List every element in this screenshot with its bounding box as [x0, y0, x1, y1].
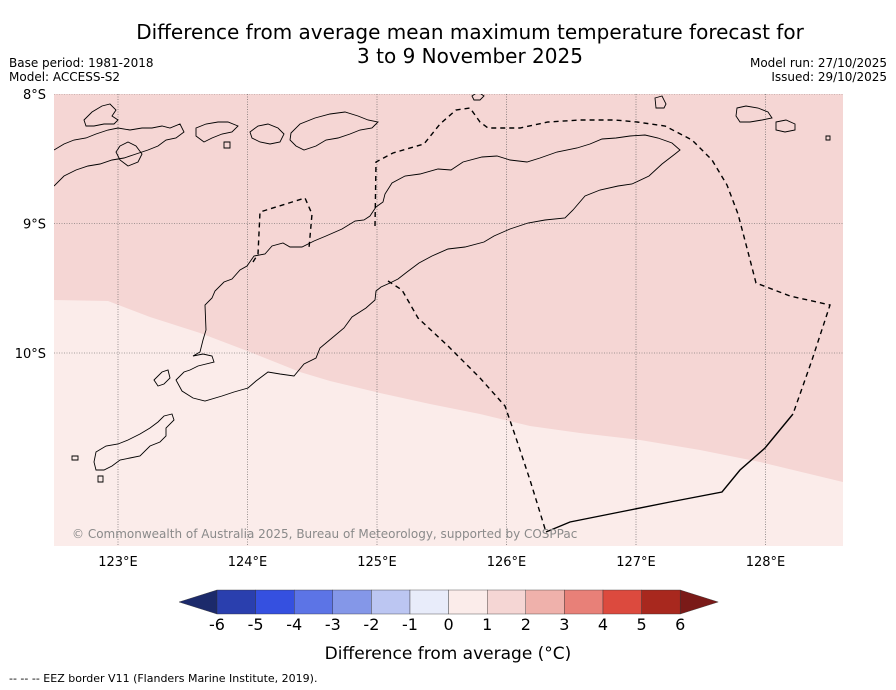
- lon-tick-label: 123°E: [98, 555, 138, 570]
- colorbar-cell: [216, 589, 256, 615]
- colorbar-label: Difference from average (°C): [325, 644, 572, 664]
- coast-alor-island: [289, 111, 379, 151]
- meta-right: Model run: 27/10/2025 Issued: 29/10/2025: [750, 56, 887, 84]
- colorbar-cell: [525, 589, 565, 615]
- colorbar-tick-label: 2: [521, 615, 531, 634]
- colorbar-tick-label: 0: [444, 615, 454, 634]
- coast-atauro: [654, 95, 667, 109]
- coast-north-islet: [471, 94, 485, 101]
- lon-tick-label: 126°E: [487, 555, 527, 570]
- coast-lembata: [195, 121, 239, 143]
- zone-anomaly-0-to-1: [54, 300, 843, 546]
- longitude-labels: 123°E 124°E 125°E 126°E 127°E 128°E: [98, 555, 785, 570]
- colorbar-cell: [409, 589, 449, 615]
- lon-tick-label: 124°E: [228, 555, 268, 570]
- colorbar-tick-label: -5: [248, 615, 264, 634]
- model-run: Model run: 27/10/2025: [749, 56, 887, 70]
- coast-east-islet: [825, 135, 831, 141]
- lon-tick-label: 128°E: [746, 555, 786, 570]
- coast-small-islet-3: [223, 141, 231, 149]
- colorbar-cell: [487, 589, 527, 615]
- colorbar-cell: [294, 589, 334, 615]
- eez-border-timor-north: [374, 107, 831, 415]
- lat-tick-label: 9°S: [23, 218, 46, 233]
- coast-rote-islet: [153, 369, 171, 387]
- coast-sumba: [93, 413, 175, 471]
- coast-solor: [83, 103, 119, 127]
- coast-timor-island: [175, 134, 681, 402]
- colorbar-under-arrow: [178, 589, 218, 615]
- lat-tick-label: 10°S: [15, 347, 46, 362]
- meta-left: Base period: 1981-2018 Model: ACCESS-S2: [9, 56, 154, 84]
- colorbar-cell: [564, 589, 604, 615]
- gridlines: [54, 94, 843, 546]
- issued-date: Issued: 29/10/2025: [771, 70, 887, 84]
- eez-legend-note: -- -- -- EEZ border V11 (Flanders Marine…: [9, 672, 318, 685]
- colorbar-cell: [332, 589, 372, 615]
- colorbar-tick-label: -3: [325, 615, 341, 634]
- copyright-notice: © Commonwealth of Australia 2025, Bureau…: [72, 527, 577, 541]
- eez-borders: [252, 107, 831, 533]
- eez-border-south-solid: [545, 413, 794, 533]
- eez-border-timor-south: [387, 280, 547, 533]
- colorbar-over-arrow: [680, 589, 719, 615]
- coast-pantar-island: [249, 123, 285, 145]
- colorbar-tick-label: 6: [675, 615, 685, 634]
- coast-adonara: [115, 141, 143, 167]
- lon-tick-label: 127°E: [616, 555, 656, 570]
- colorbar-tick-labels: -6 -5 -4 -3 -2 -1 0 1 2 3 4 5 6: [209, 615, 685, 634]
- model-name: Model: ACCESS-S2: [9, 70, 121, 84]
- map-area: © Commonwealth of Australia 2025, Bureau…: [54, 94, 843, 546]
- title-line-2: 3 to 9 November 2025: [357, 44, 583, 68]
- eez-border-oecusse: [252, 197, 313, 263]
- colorbar-tick-label: -2: [363, 615, 379, 634]
- coast-wetar: [735, 105, 773, 123]
- colorbar-tick-label: 1: [482, 615, 492, 634]
- base-period: Base period: 1981-2018: [9, 56, 154, 70]
- colorbar-tick-label: -4: [286, 615, 302, 634]
- colorbar-cell: [602, 589, 642, 615]
- colorbar-tick-label: 3: [559, 615, 569, 634]
- coast-flores: [54, 123, 185, 187]
- colorbar-tick-label: 5: [637, 615, 647, 634]
- coast-small-islet-1: [71, 455, 79, 461]
- colorbar-cells: [216, 589, 681, 615]
- colorbar-cell: [448, 589, 488, 615]
- coast-romang: [775, 119, 796, 133]
- colorbar-tick-label: 4: [598, 615, 608, 634]
- coastlines: [54, 94, 831, 483]
- colorbar-tick-label: -6: [209, 615, 225, 634]
- colorbar: -6 -5 -4 -3 -2 -1 0 1 2 3 4 5 6 Difference from aver…: [178, 589, 719, 664]
- colorbar-tick-label: -1: [402, 615, 418, 634]
- colorbar-cell: [641, 589, 681, 615]
- title-line-1: Difference from average mean maximum tem…: [136, 20, 804, 44]
- coast-small-islet-2: [97, 475, 104, 483]
- latitude-labels: 8°S 9°S 10°S: [15, 88, 46, 362]
- eez-border-solid: [545, 413, 794, 533]
- lat-tick-label: 8°S: [23, 88, 46, 103]
- chart-title: Difference from average mean maximum tem…: [80, 20, 860, 68]
- lon-tick-label: 125°E: [357, 555, 397, 570]
- colorbar-cell: [255, 589, 295, 615]
- colorbar-cell: [371, 589, 411, 615]
